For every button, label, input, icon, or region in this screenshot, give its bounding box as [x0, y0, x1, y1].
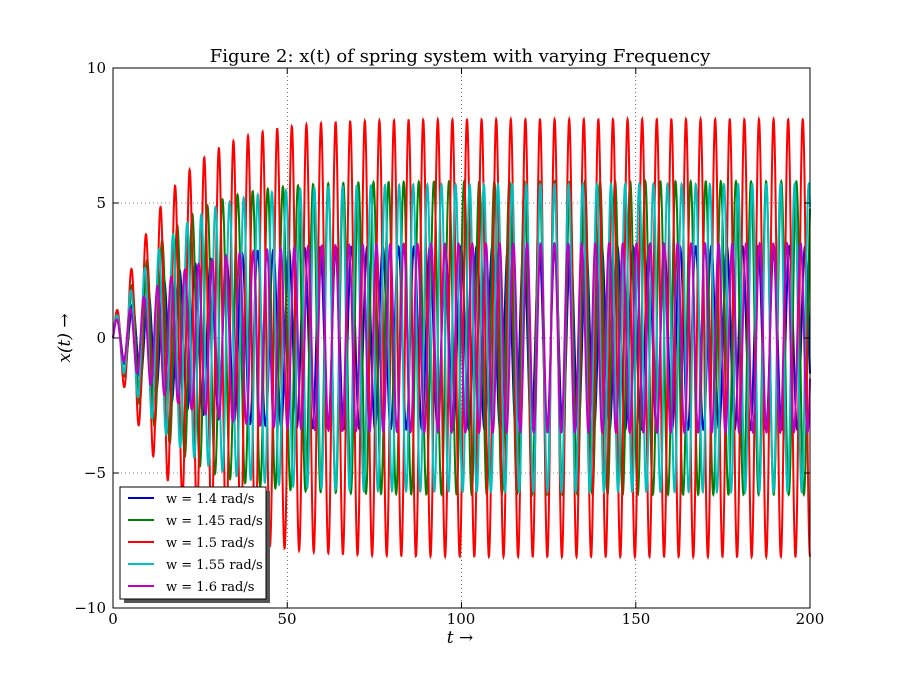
y-tick-label: 0 [96, 329, 106, 347]
legend-label: w = 1.5 rad/s [166, 536, 254, 551]
legend-label: w = 1.4 rad/s [166, 492, 254, 507]
y-axis-label: x(t) → [55, 313, 75, 362]
x-tick-label: 150 [622, 610, 651, 628]
series-line [112, 115, 811, 561]
y-tick-label: 10 [87, 59, 106, 77]
y-axis-ticks: −10 −5 0 5 10 [74, 59, 106, 617]
y-tick-label: 5 [96, 194, 106, 212]
series-line [112, 181, 811, 495]
legend: w = 1.4 rad/s w = 1.45 rad/s w = 1.5 rad… [119, 486, 270, 603]
legend-label: w = 1.45 rad/s [166, 514, 263, 529]
x-axis-label: t → [447, 628, 473, 648]
legend-label: w = 1.6 rad/s [166, 580, 254, 595]
series-group [112, 115, 811, 561]
x-tick-label: 200 [796, 610, 825, 628]
y-tick-label: −10 [74, 599, 106, 617]
series-line [112, 241, 811, 435]
tick-marks [112, 67, 811, 609]
x-tick-label: 50 [277, 610, 296, 628]
x-tick-label: 0 [108, 610, 118, 628]
chart-title: Figure 2: x(t) of spring system with var… [210, 46, 711, 67]
legend-label: w = 1.55 rad/s [166, 558, 263, 573]
x-tick-label: 100 [447, 610, 476, 628]
y-tick-label: −5 [84, 464, 106, 482]
legend-box [119, 486, 267, 600]
x-axis-ticks: 0 50 100 150 200 [108, 610, 824, 628]
